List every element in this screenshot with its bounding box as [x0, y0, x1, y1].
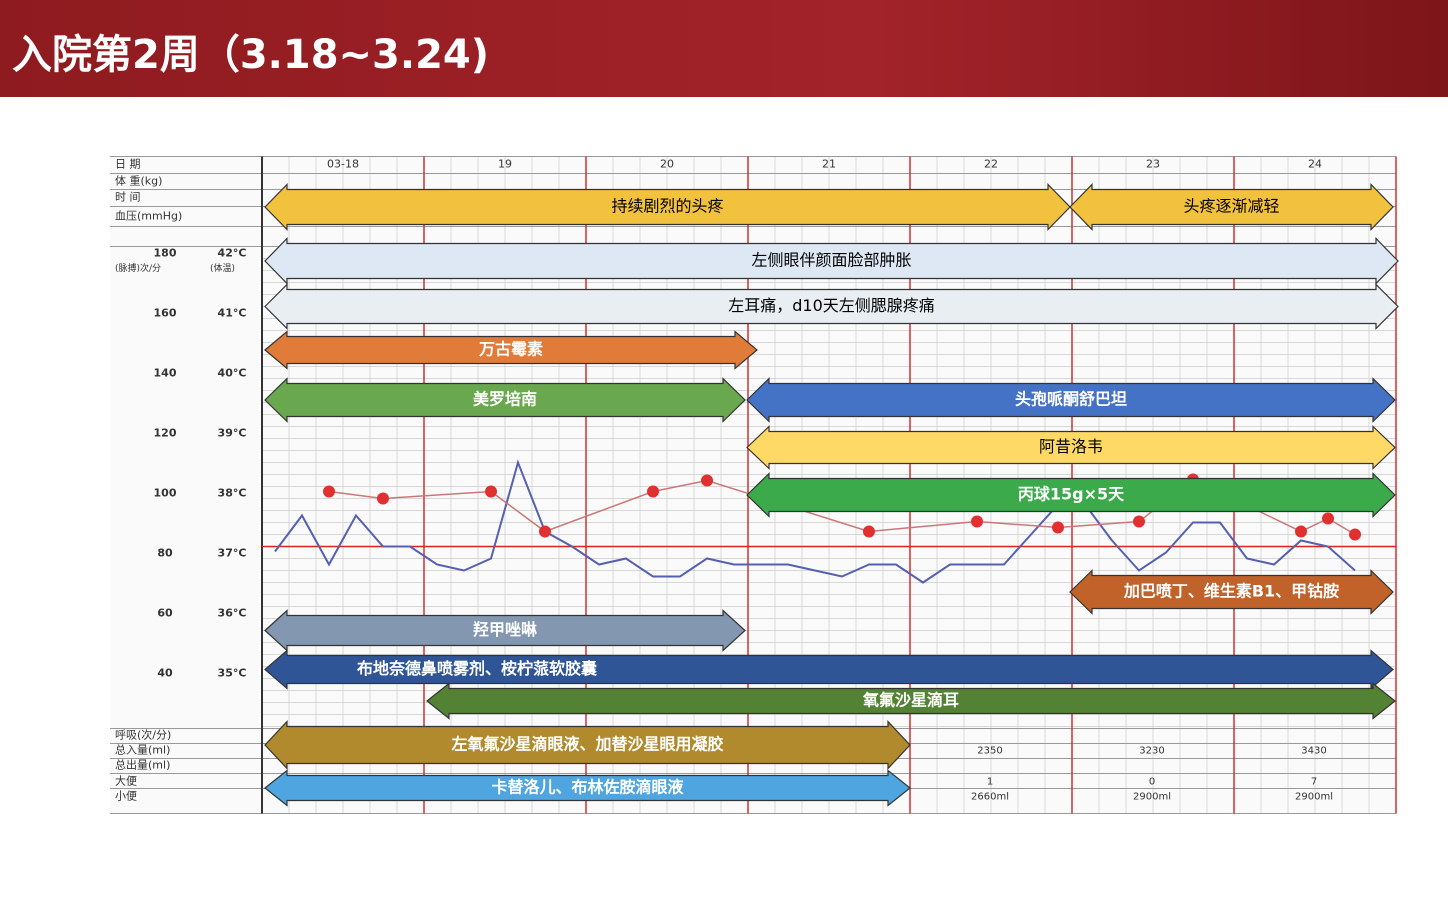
date-label: 03-18 — [327, 158, 359, 171]
row-label: 总出量(ml) — [115, 758, 170, 772]
row-label: 日 期 — [115, 158, 141, 171]
row-label: 小便 — [115, 790, 137, 803]
row-label: 总入量(ml) — [115, 743, 170, 757]
arrow-label: 阿昔洛韦 — [1039, 437, 1103, 456]
temp-tick: 42°C — [218, 247, 247, 260]
arrow — [1069, 183, 1394, 231]
arrow-label: 左氧氟沙星滴眼液、加替沙星眼用凝胶 — [450, 735, 723, 754]
temp-tick: 37°C — [218, 547, 247, 560]
urine-value: 2660ml — [971, 792, 1009, 803]
stool-value: 0 — [1149, 777, 1155, 788]
temp-tick: 35°C — [218, 667, 247, 680]
intake-value: 2350 — [977, 746, 1002, 757]
arrow-label: 卡替洛儿、布林佐胺滴眼液 — [491, 778, 684, 797]
arrow — [264, 237, 1399, 285]
pulse-tick: 140 — [154, 367, 177, 380]
pulse-tick: 180 — [154, 247, 177, 260]
annotation-arrows: 持续剧烈的头疼 头疼逐渐减轻左侧眼伴颜面脸部肿胀左耳痛，d10天左侧腮腺疼痛万古霉… — [264, 183, 1399, 807]
temp-tick: 39°C — [218, 427, 247, 440]
intake-value: 3230 — [1139, 746, 1164, 757]
temp-tick: 40°C — [218, 367, 247, 380]
arrow — [264, 377, 746, 423]
title: 入院第2周（3.18~3.24) — [12, 32, 490, 78]
pulse-tick: 40 — [157, 667, 173, 680]
date-label: 22 — [984, 158, 998, 171]
row-label: 大便 — [115, 774, 137, 788]
arrow — [426, 682, 1396, 720]
pulse-tick: 160 — [154, 307, 177, 320]
arrow — [746, 472, 1396, 518]
urine-value: 2900ml — [1295, 792, 1333, 803]
arrow-label: 左耳痛，d10天左侧腮腺疼痛 — [728, 296, 935, 315]
arrow-label: 头孢哌酮舒巴坦 — [1015, 390, 1127, 409]
pulse-curve — [274, 459, 1356, 584]
arrow — [264, 649, 1394, 690]
arrow — [264, 769, 911, 807]
stool-value: 1 — [987, 777, 993, 788]
row-label: 血压(mmHg) — [115, 209, 182, 223]
arrow — [264, 283, 1399, 330]
temp-curve — [328, 478, 1356, 536]
date-label: 23 — [1146, 158, 1160, 171]
date-label: 19 — [498, 158, 512, 171]
arrow-label: 布地奈德鼻喷雾剂、桉柠蒎软胶囊 — [357, 659, 598, 678]
arrow — [746, 425, 1396, 470]
urine-value: 2900ml — [1133, 792, 1171, 803]
arrow-label: 美罗培南 — [473, 390, 537, 409]
page: {"header":{"title":"入院第2周（3.18~3.24)"}, … — [0, 0, 1448, 815]
arrow-label: 丙球15g×5天 — [1018, 485, 1125, 504]
pulse-tick: 80 — [157, 547, 173, 560]
pulse-header: (脉搏)次/分 — [115, 262, 161, 274]
arrow-label: 羟甲唑啉 — [473, 620, 537, 639]
arrow-label: 头疼逐渐减轻 — [1183, 197, 1279, 216]
arrow-label: 持续剧烈的头疼 — [611, 197, 723, 216]
arrow-label: 氧氟沙星滴耳 — [862, 691, 959, 710]
arrow — [1069, 569, 1394, 615]
temp-tick: 41°C — [218, 307, 247, 320]
pulse-tick: 100 — [154, 487, 177, 500]
date-label: 20 — [660, 158, 674, 171]
arrow — [264, 330, 758, 370]
arrow — [264, 719, 911, 771]
row-label: 时 间 — [115, 191, 141, 204]
date-label: 21 — [822, 158, 836, 171]
stool-value: 7 — [1311, 777, 1317, 788]
temp-tick: 36°C — [218, 607, 247, 620]
arrow-label: 加巴喷丁、维生素B1、甲钴胺 — [1123, 582, 1339, 601]
arrow-label: 万古霉素 — [478, 340, 543, 359]
arrow-label: 左侧眼伴颜面脸部肿胀 — [751, 251, 911, 270]
pulse-tick: 60 — [157, 607, 173, 620]
date-label: 24 — [1308, 158, 1322, 171]
chart-sheet: 日 期体 重(kg) 时 间血压(mmHg) 呼吸(次/分)总入量(ml)总出量(m… — [110, 156, 1399, 814]
arrow — [746, 377, 1396, 423]
intake-value: 3430 — [1301, 746, 1326, 757]
pulse-tick: 120 — [154, 427, 177, 440]
row-label: 体 重(kg) — [115, 174, 162, 188]
temp-tick: 38°C — [218, 487, 247, 500]
arrow — [264, 609, 746, 652]
temp-header: (体温) — [210, 262, 235, 274]
header-bar: 入院第2周（3.18~3.24) — [0, 0, 1448, 97]
row-label: 呼吸(次/分) — [115, 728, 171, 742]
